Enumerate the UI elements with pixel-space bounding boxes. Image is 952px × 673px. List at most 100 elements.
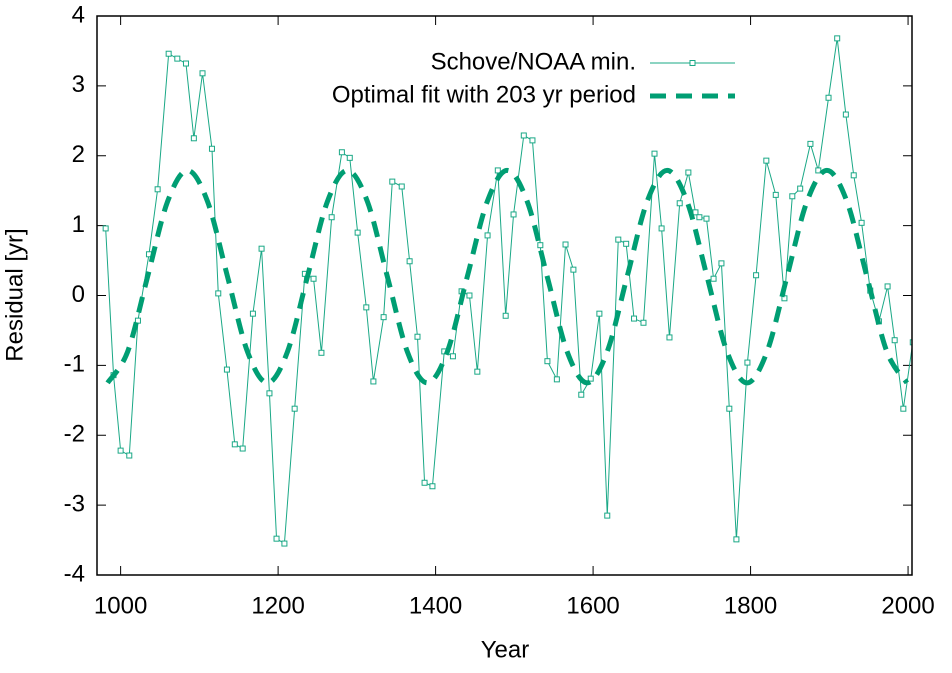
y-tick-label: 1 [72,211,85,238]
data-marker [370,378,377,385]
y-tick-label: 0 [72,281,85,308]
data-marker [421,479,428,486]
data-marker [676,200,683,207]
data-marker [651,150,658,157]
data-marker [825,94,832,101]
data-marker [744,359,751,366]
data-marker [474,368,481,375]
y-axis-label: Residual [yr] [1,228,28,361]
data-marker [763,157,770,164]
x-tick-label: 1800 [724,592,777,619]
data-marker [174,55,181,62]
data-marker [215,290,222,297]
data-marker [429,483,436,490]
data-marker [696,214,703,221]
data-marker [346,154,353,161]
data-marker [338,149,345,156]
data-marker [685,169,692,176]
data-line [105,38,912,545]
data-marker [891,337,898,344]
data-marker [666,334,673,341]
data-marker [398,183,405,190]
data-marker [604,512,611,519]
data-marker [102,225,109,232]
data-marker [797,185,804,192]
data-marker [291,405,298,412]
data-marker [281,540,288,547]
data-marker [726,405,733,412]
series [105,167,909,386]
data-marker [223,366,230,373]
data-marker [494,167,501,174]
data-marker [258,245,265,252]
data-marker [570,266,577,273]
data-marker [273,535,280,542]
legend-marker [689,60,696,66]
data-marker [154,186,161,193]
y-tick-label: -4 [64,560,85,587]
data-marker [544,358,551,365]
data-marker [190,135,197,142]
x-tick-label: 1200 [251,592,304,619]
data-marker [126,452,133,459]
legend-label: Schove/NOAA min. [431,48,636,75]
data-marker [529,137,536,144]
plot-frame [96,15,913,576]
data-marker [414,333,421,340]
data-marker [231,441,238,448]
data-marker [562,241,569,248]
data-marker [578,391,585,398]
legend-label: Optimal fit with 203 yr period [332,81,636,108]
data-marker [623,240,630,247]
data-marker [884,283,891,290]
y-tick-label: 2 [72,141,85,168]
data-marker [510,211,517,218]
data-marker [789,193,796,200]
data-marker [834,35,841,42]
fit-line [105,167,909,386]
data-marker [208,145,215,152]
data-marker [909,339,912,346]
x-tick-label: 1600 [566,592,619,619]
data-marker [484,232,491,239]
y-tick-label: -1 [64,351,85,378]
data-marker [182,60,189,67]
y-tick-label: -2 [64,421,85,448]
data-marker [718,260,725,267]
data-marker [165,50,172,57]
data-marker [640,319,647,326]
data-marker [380,314,387,321]
x-tick-label: 2000 [881,592,934,619]
data-marker [587,375,594,382]
data-marker [733,536,740,543]
data-marker [596,310,603,317]
data-marker [449,353,456,360]
data-marker [406,258,413,265]
x-tick-label: 1400 [409,592,462,619]
data-marker [389,178,396,185]
data-marker [553,376,560,383]
data-marker [199,70,206,77]
data-marker [117,447,124,454]
data-marker [520,132,527,139]
data-marker [537,242,544,249]
data-marker [658,225,665,232]
data-marker [900,405,907,412]
data-marker [703,215,710,222]
x-tick-label: 1000 [94,592,147,619]
data-marker [363,304,370,311]
data-marker [710,275,717,282]
data-marker [850,172,857,179]
y-tick-label: 3 [72,71,85,98]
data-marker [249,310,256,317]
data-marker [815,167,822,174]
data-marker [753,272,760,279]
data-marker [502,312,509,319]
data-marker [807,140,814,147]
y-tick-label: 4 [72,1,85,28]
data-marker [615,236,622,243]
data-marker [266,390,273,397]
data-marker [842,111,849,118]
